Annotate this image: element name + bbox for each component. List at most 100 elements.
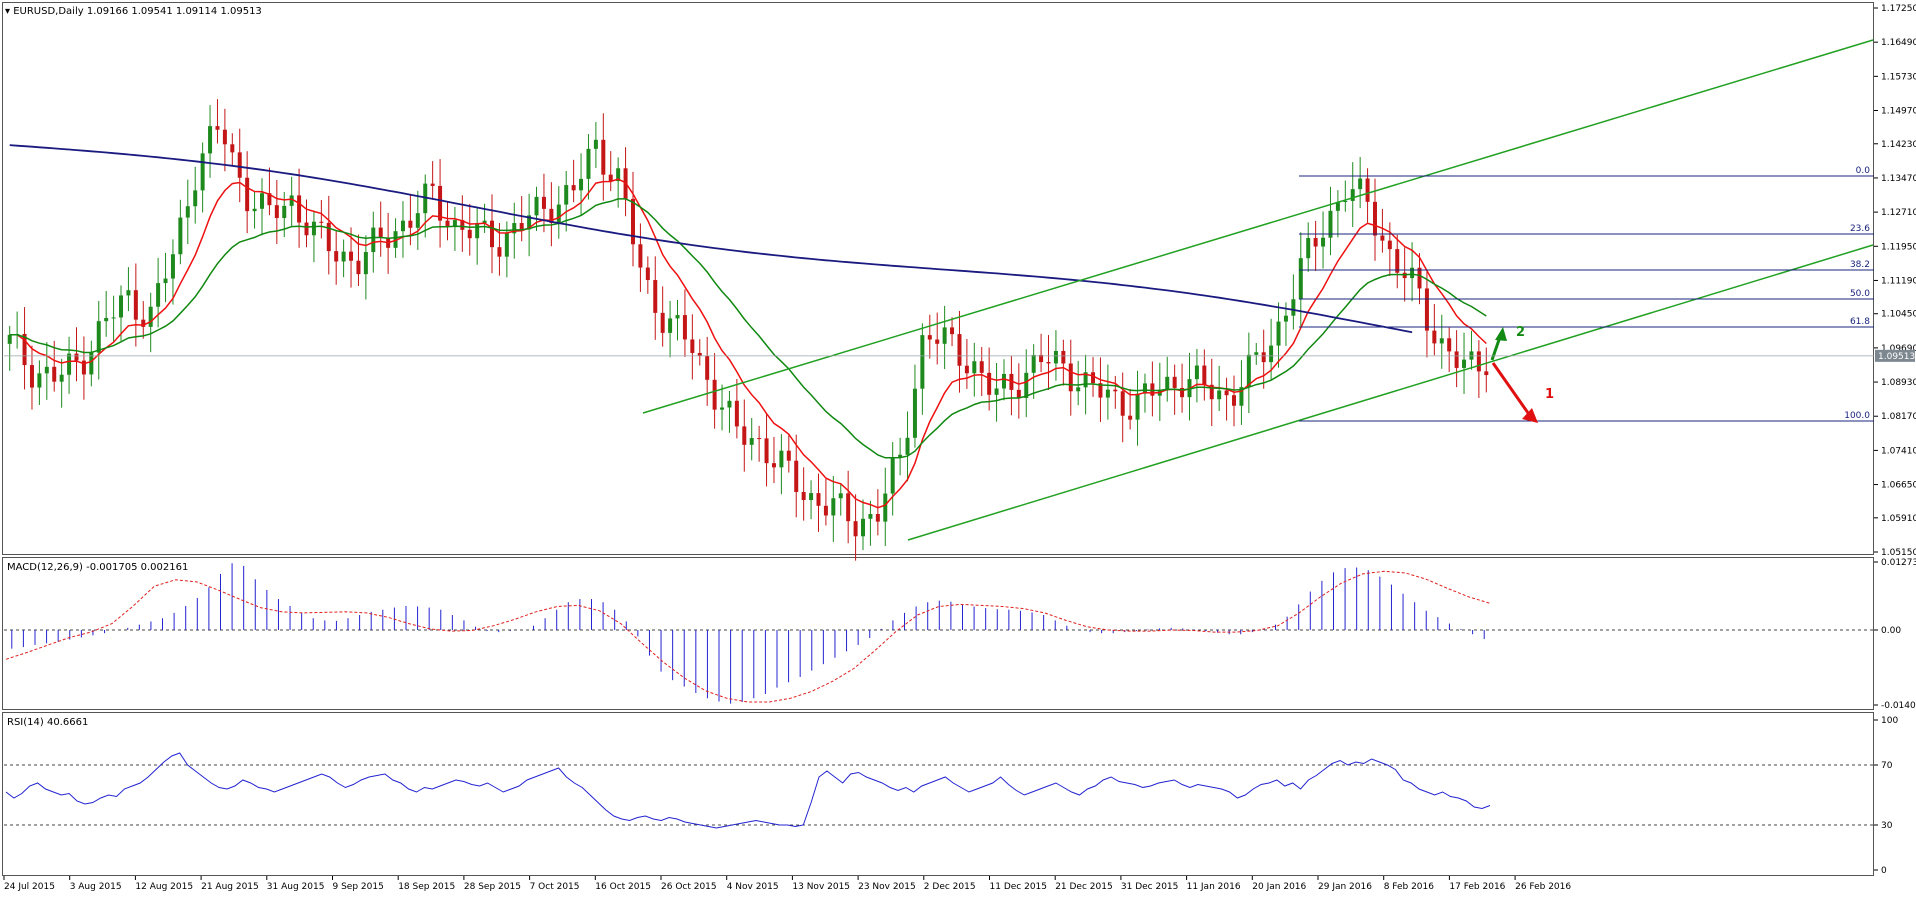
date-axis-label: 23 Nov 2015 — [858, 882, 916, 892]
candle-body — [349, 251, 354, 261]
date-axis-label: 3 Aug 2015 — [70, 882, 122, 892]
candle-body — [1068, 363, 1073, 392]
channel-lower-line — [907, 244, 1874, 541]
candle-body — [1372, 201, 1377, 236]
header-arrow-icon[interactable]: ▾ — [5, 6, 10, 17]
candle-body — [1098, 383, 1103, 398]
candle-body — [1328, 210, 1333, 238]
date-axis-label: 17 Feb 2016 — [1449, 882, 1505, 892]
rsi-series: 100 70 30 0 — [4, 716, 1898, 876]
date-axis-label: 7 Oct 2015 — [530, 882, 580, 892]
candle-body — [1365, 178, 1370, 202]
candle-body — [1476, 351, 1481, 372]
date-axis-label: 8 Feb 2016 — [1384, 882, 1435, 892]
macd-axis-label: -0.014056 — [1881, 701, 1916, 711]
price-axis-label: 1.12710 — [1881, 208, 1916, 218]
candle-body — [757, 438, 762, 440]
candle-body — [942, 327, 947, 344]
arrow-down-red — [1491, 362, 1535, 421]
trend-channel — [642, 39, 1874, 541]
candle-body — [37, 373, 42, 388]
price-axis-label: 1.09690 — [1881, 344, 1916, 354]
candle-body — [920, 335, 925, 389]
candle-body — [111, 317, 116, 319]
candle-body — [497, 247, 502, 257]
candle-body — [126, 290, 131, 296]
candle-body — [1172, 376, 1177, 388]
candle-body — [1462, 359, 1467, 368]
date-axis-label: 24 Jul 2015 — [4, 882, 55, 892]
arrow-label-1: 1 — [1545, 387, 1554, 402]
ema-fast-line — [9, 178, 1487, 509]
candle-body — [430, 183, 435, 186]
candle-body — [912, 388, 917, 438]
candle-body — [104, 317, 109, 322]
candle-body — [512, 223, 517, 234]
candle-body — [1150, 383, 1155, 396]
candle-body — [393, 231, 398, 248]
candle-body — [334, 251, 339, 262]
candle-body — [779, 450, 784, 468]
candle-body — [89, 352, 94, 375]
candle-body — [549, 208, 554, 223]
candle-body — [1343, 200, 1348, 202]
candle-body — [593, 139, 598, 149]
candle-body — [341, 251, 346, 262]
candle-body — [452, 220, 457, 227]
candle-body — [697, 352, 702, 356]
price-axis-label: 1.17250 — [1881, 4, 1916, 14]
macd-axis-label: 0.012738 — [1881, 558, 1916, 568]
rsi-axis-label: 30 — [1881, 821, 1893, 831]
candle-body — [1128, 415, 1133, 420]
candle-body — [200, 153, 205, 191]
candle-body — [964, 365, 969, 374]
candle-body — [1358, 178, 1363, 190]
candle-body — [475, 222, 480, 239]
candle-body — [245, 177, 250, 212]
candle-body — [96, 321, 101, 353]
candle-body — [1120, 391, 1125, 416]
candle-body — [1283, 315, 1288, 322]
price-axis-label: 1.08170 — [1881, 412, 1916, 422]
candle-body — [170, 254, 175, 279]
candle-body — [363, 252, 368, 275]
candle-body — [1239, 387, 1244, 406]
candle-body — [809, 493, 814, 501]
candle-body — [1135, 393, 1140, 420]
candle-body — [1410, 267, 1415, 279]
main-pane-frame — [2, 2, 1874, 555]
candle-body — [148, 306, 153, 327]
date-axis-label: 12 Aug 2015 — [135, 882, 193, 892]
arrow-down-head — [1522, 408, 1538, 423]
rsi-title: RSI(14) 40.6661 — [7, 717, 88, 728]
ohlc-values: 1.09166 1.09541 1.09114 1.09513 — [87, 6, 262, 17]
candle-body — [356, 260, 361, 275]
axes: 1.17250 1.16490 1.15730 1.14970 1.14230 1.134… — [3, 4, 1916, 892]
date-axis-label: 11 Jan 2016 — [1187, 882, 1241, 892]
candle-body — [861, 518, 866, 537]
candle-body — [972, 361, 977, 374]
candle-body — [883, 493, 888, 522]
candle-body — [193, 190, 198, 207]
candle-body — [1046, 362, 1051, 364]
symbol-title: EURUSD,Daily — [13, 6, 84, 17]
candle-body — [905, 437, 910, 455]
candle-body — [868, 514, 873, 519]
ema-mid-line — [9, 198, 1487, 459]
rsi-axis-label: 0 — [1881, 866, 1887, 876]
candle-body — [690, 339, 695, 353]
candle-body — [720, 407, 725, 410]
fib-level-label: 38.2 — [1850, 260, 1870, 270]
price-axis-label: 1.13470 — [1881, 174, 1916, 184]
candle-body — [794, 460, 799, 492]
date-axis-label: 9 Sep 2015 — [333, 882, 384, 892]
candle-body — [645, 267, 650, 281]
fibonacci-retracement: 0.0 23.6 38.2 50.0 61.8 100.0 — [1299, 166, 1874, 422]
candle-body — [764, 438, 769, 464]
candle-body — [490, 220, 495, 248]
candle-body — [608, 174, 613, 182]
candle-body — [1424, 288, 1429, 331]
date-axis-label: 16 Oct 2015 — [595, 882, 651, 892]
price-axis-label: 1.10450 — [1881, 310, 1916, 320]
candle-body — [482, 220, 487, 223]
